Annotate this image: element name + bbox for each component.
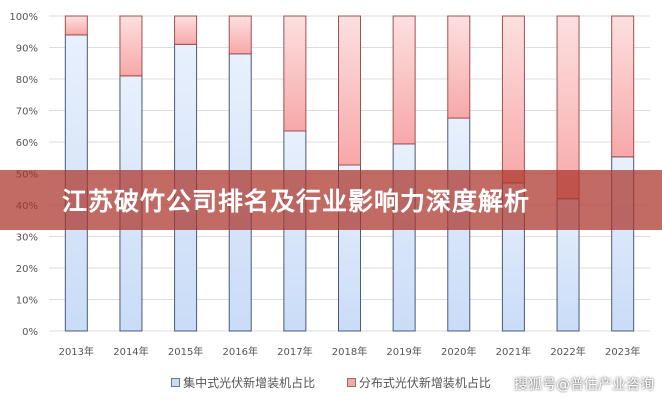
y-tick-label: 30%: [16, 233, 38, 244]
bar-segment-distributed: [392, 15, 416, 145]
title-banner: 江苏破竹公司排名及行业影响力深度解析: [0, 170, 662, 230]
legend-swatch-red: [346, 378, 356, 387]
x-tick-label: 2022年: [550, 345, 585, 358]
bar-segment-distributed: [283, 15, 307, 132]
y-tick-label: 100%: [9, 12, 38, 23]
legend-swatch-blue: [171, 378, 181, 387]
legend: 集中式光伏新增装机占比 分布式光伏新增装机占比: [0, 374, 662, 391]
x-tick-label: 2020年: [441, 345, 476, 358]
y-tick-label: 90%: [16, 44, 38, 55]
x-tick-label: 2018年: [332, 345, 367, 358]
x-tick-label: 2016年: [223, 345, 258, 358]
bar-segment-distributed: [338, 15, 361, 166]
y-tick-label: 10%: [16, 296, 38, 307]
bar-segment-distributed: [228, 15, 252, 55]
bar-segment-distributed: [64, 15, 88, 36]
y-tick-label: 70%: [16, 107, 38, 118]
y-tick-label: 0%: [22, 327, 38, 338]
legend-label: 集中式光伏新增装机占比: [183, 376, 316, 390]
y-tick-label: 60%: [16, 138, 38, 149]
x-tick-label: 2015年: [168, 345, 203, 358]
bar-segment-distributed: [174, 15, 198, 45]
legend-item-distributed: 分布式光伏新增装机占比: [346, 374, 491, 391]
x-tick-label: 2017年: [277, 345, 312, 358]
bar-segment-distributed: [501, 15, 525, 184]
bar-segment-distributed: [119, 15, 143, 77]
x-tick-label: 2019年: [386, 345, 421, 358]
bar-segment-centralized: [283, 130, 307, 332]
y-tick-label: 80%: [16, 75, 38, 86]
x-tick-label: 2014年: [113, 345, 148, 358]
banner-title: 江苏破竹公司排名及行业影响力深度解析: [62, 187, 531, 216]
x-tick-label: 2021年: [496, 345, 531, 358]
watermark: 搜狐号@普估产业咨询: [514, 377, 654, 393]
legend-item-centralized: 集中式光伏新增装机占比: [171, 374, 315, 391]
bar-segment-distributed: [611, 15, 635, 158]
bar-segment-distributed: [447, 15, 471, 119]
x-tick-label: 2013年: [59, 345, 94, 358]
legend-label: 分布式光伏新增装机占比: [358, 376, 491, 390]
x-tick-label: 2023年: [605, 345, 640, 358]
y-tick-label: 20%: [16, 264, 38, 275]
